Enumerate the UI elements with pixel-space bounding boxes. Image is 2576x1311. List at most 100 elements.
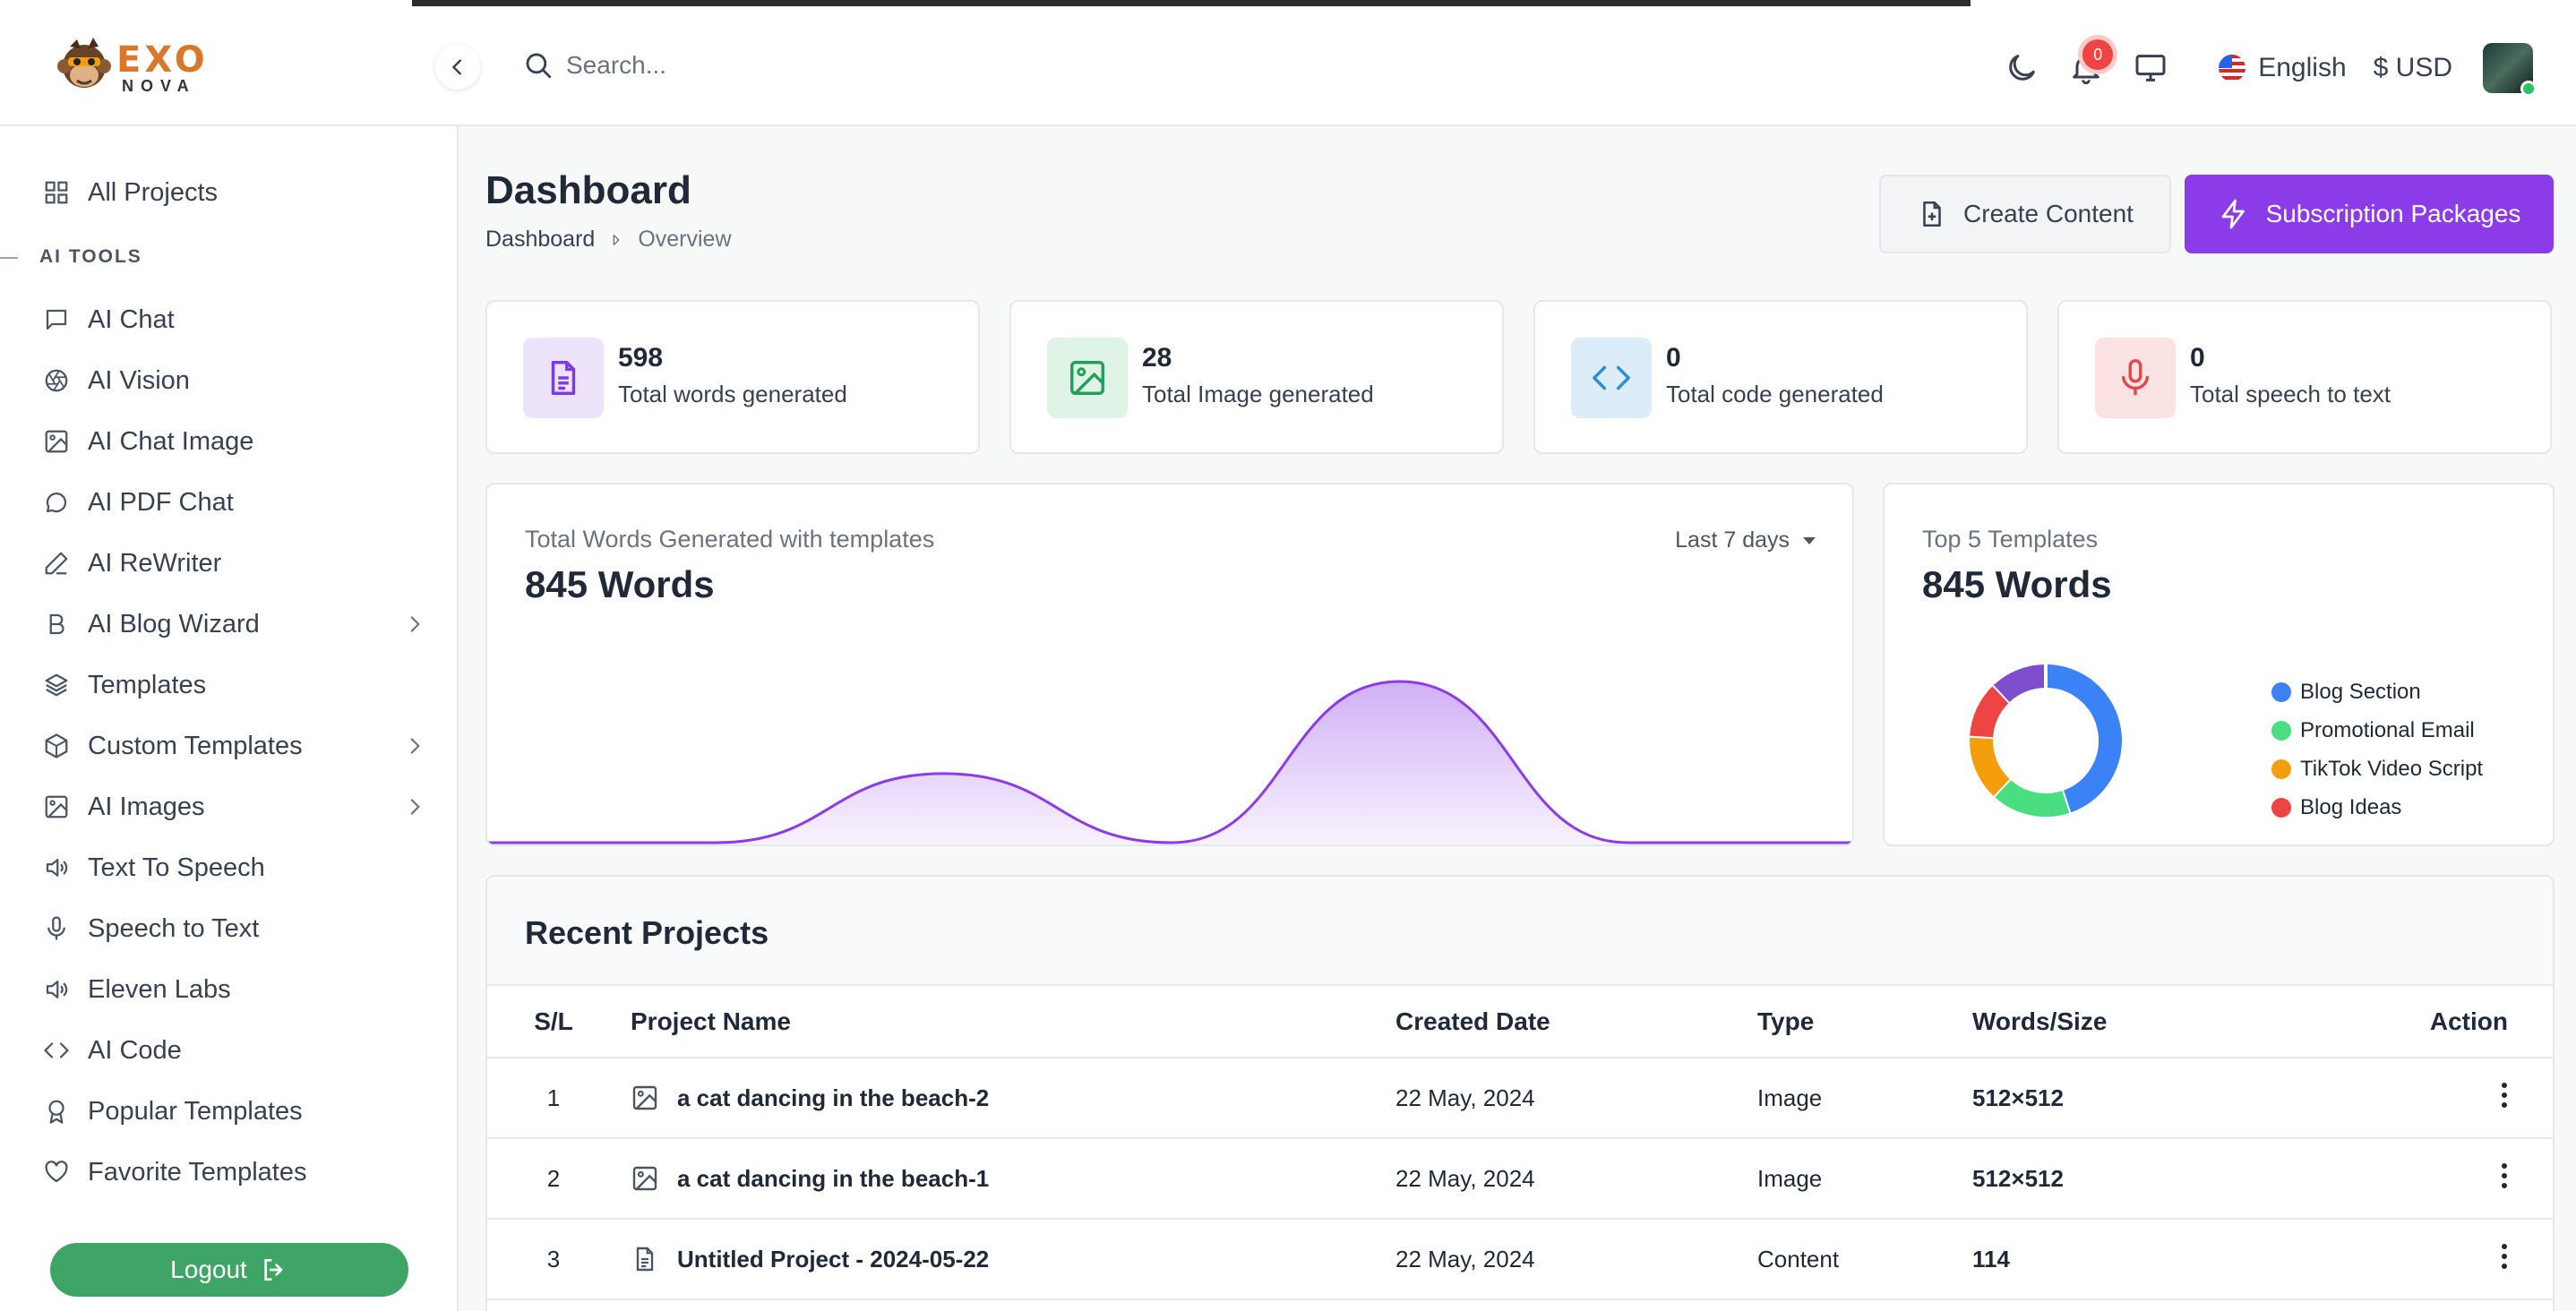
microphone-icon — [41, 913, 72, 944]
grid-icon — [41, 177, 72, 208]
table-row[interactable]: 3 Untitled Project - 2024-05-22 22 May, … — [487, 1219, 2553, 1300]
dark-mode-toggle[interactable] — [1996, 43, 2047, 93]
row-type: Content — [1757, 1219, 1972, 1300]
sidebar-item-popular-templates[interactable]: Popular Templates — [41, 1088, 426, 1135]
sidebar-item-eleven-labs[interactable]: Eleven Labs — [41, 966, 426, 1013]
chevron-right-icon — [410, 799, 420, 815]
table-row[interactable]: 1 a cat dancing in the beach-2 22 May, 2… — [487, 1058, 2553, 1139]
legend-label: TikTok Video Script — [2300, 756, 2484, 781]
logo-text-top: EXO — [116, 39, 209, 81]
sidebar-item-label: Speech to Text — [88, 913, 260, 943]
table-row[interactable]: 2 a cat dancing in the beach-1 22 May, 2… — [487, 1138, 2553, 1220]
language-selector[interactable]: English — [2219, 53, 2347, 83]
donut-slice[interactable] — [2045, 664, 2122, 813]
notifications-button[interactable]: 0 — [2061, 39, 2114, 93]
date-range-dropdown[interactable]: Last 7 days — [1675, 527, 1816, 553]
sidebar-section-ai-tools: AI TOOLS — [39, 246, 142, 267]
message-circle-icon — [41, 487, 72, 518]
sidebar-item-label: Eleven Labs — [88, 974, 231, 1004]
chart-subtitle: Total Words Generated with templates — [525, 526, 935, 553]
row-actions-menu-button[interactable] — [2501, 1082, 2508, 1109]
sidebar-item-ai-rewriter[interactable]: AI ReWriter — [41, 540, 426, 587]
donut-slice[interactable] — [1970, 685, 2011, 738]
more-vertical-icon — [2502, 1243, 2507, 1269]
sidebar-item-ai-vision[interactable]: AI Vision — [41, 357, 426, 404]
templates-chart-card: Top 5 Templates 845 Words Blog Section Pr… — [1883, 483, 2555, 846]
legend-item[interactable]: Blog Ideas — [2271, 788, 2540, 827]
sidebar-item-label: AI Code — [88, 1035, 182, 1065]
projects-table: S/L Project Name Created Date Type Words… — [487, 986, 2553, 1300]
document-icon — [523, 338, 604, 418]
row-project-name[interactable]: a cat dancing in the beach-2 — [677, 1084, 990, 1111]
brand-logo[interactable]: EXO NOVA — [57, 32, 209, 104]
row-project-name[interactable]: a cat dancing in the beach-1 — [677, 1164, 990, 1192]
sidebar-item-all-projects[interactable]: All Projects — [41, 169, 426, 216]
series-line — [487, 680, 1852, 844]
logout-button[interactable]: Logout — [50, 1243, 408, 1297]
section-divider — [0, 257, 18, 259]
sidebar-item-ai-chat-image[interactable]: AI Chat Image — [41, 418, 426, 465]
legend-item[interactable]: Promotional Email — [2271, 711, 2540, 750]
donut-legend: Blog Section Promotional Email TikTok Vide… — [2271, 673, 2540, 830]
donut-slice[interactable] — [1970, 735, 2011, 796]
sidebar-item-favorite-templates[interactable]: Favorite Templates — [41, 1149, 426, 1195]
image-icon — [41, 426, 72, 457]
sidebar-item-ai-code[interactable]: AI Code — [41, 1027, 426, 1074]
donut-slice[interactable] — [1993, 778, 2070, 817]
sidebar-item-text-to-speech[interactable]: Text To Speech — [41, 844, 426, 891]
recent-projects-card: Recent Projects S/L Project Name Created… — [485, 875, 2555, 1311]
sidebar-item-label: Templates — [88, 670, 207, 699]
slice-separator — [1990, 775, 2014, 800]
stat-card-images: 28 Total Image generated — [1009, 300, 1504, 454]
sidebar-item-speech-to-text[interactable]: Speech to Text — [41, 905, 426, 952]
subscription-packages-button[interactable]: Subscription Packages — [2185, 175, 2554, 253]
image-icon — [632, 1085, 657, 1110]
sidebar-item-label: AI Chat — [88, 304, 175, 334]
row-project-name[interactable]: Untitled Project - 2024-05-22 — [677, 1245, 990, 1272]
row-sl: 1 — [487, 1058, 620, 1139]
row-sl: 2 — [487, 1138, 620, 1220]
sidebar-item-ai-images[interactable]: AI Images — [41, 784, 426, 830]
sidebar-item-custom-templates[interactable]: Custom Templates — [41, 723, 426, 769]
search-icon — [526, 53, 552, 79]
document-icon — [636, 1247, 654, 1272]
breadcrumb-dashboard[interactable]: Dashboard — [485, 227, 596, 252]
donut-slice[interactable] — [1993, 664, 2047, 703]
caret-right-icon — [613, 234, 620, 245]
sidebar: All Projects AI TOOLS AI Chat AI Vision … — [0, 126, 459, 1311]
us-flag-icon — [2219, 55, 2246, 81]
sidebar-item-templates[interactable]: Templates — [41, 662, 426, 708]
legend-item[interactable]: Blog Section — [2271, 673, 2540, 711]
search-bar — [523, 50, 1103, 81]
row-date: 22 May, 2024 — [1395, 1219, 1757, 1300]
page-title: Dashboard — [485, 168, 691, 212]
words-chart-card: Total Words Generated with templates 845… — [485, 483, 1854, 846]
column-header-words-size: Words/Size — [1972, 986, 2384, 1058]
create-content-label: Create Content — [1963, 200, 2134, 227]
row-actions-menu-button[interactable] — [2501, 1243, 2508, 1270]
stat-label: Total Image generated — [1142, 381, 1374, 407]
user-avatar[interactable] — [2483, 43, 2537, 97]
templates-donut-chart — [1967, 662, 2122, 817]
search-input[interactable] — [566, 51, 1103, 80]
column-header-sl: S/L — [487, 986, 620, 1058]
sidebar-item-ai-pdf-chat[interactable]: AI PDF Chat — [41, 479, 426, 526]
area-fill — [487, 681, 1852, 844]
row-actions-menu-button[interactable] — [2501, 1162, 2508, 1189]
sidebar-item-ai-chat[interactable]: AI Chat — [41, 296, 426, 343]
row-size: 114 — [1972, 1219, 2384, 1300]
row-project-name-cell: Untitled Project - 2024-05-22 — [620, 1219, 1395, 1300]
column-header-created-date: Created Date — [1395, 986, 1757, 1058]
row-size: 512×512 — [1972, 1058, 2384, 1139]
create-content-button[interactable]: Create Content — [1879, 175, 2171, 253]
screen-mode-button[interactable] — [2125, 43, 2176, 93]
sidebar-collapse-button[interactable] — [435, 45, 480, 90]
row-type: Image — [1757, 1138, 1972, 1220]
row-action-cell — [2384, 1058, 2553, 1139]
monitor-icon — [2135, 55, 2166, 81]
slice-separator — [2059, 787, 2073, 817]
chevron-right-icon — [410, 738, 420, 754]
currency-selector[interactable]: $ USD — [2373, 53, 2452, 82]
sidebar-item-ai-blog-wizard[interactable]: AI Blog Wizard — [41, 601, 426, 647]
legend-item[interactable]: TikTok Video Script — [2271, 750, 2540, 788]
